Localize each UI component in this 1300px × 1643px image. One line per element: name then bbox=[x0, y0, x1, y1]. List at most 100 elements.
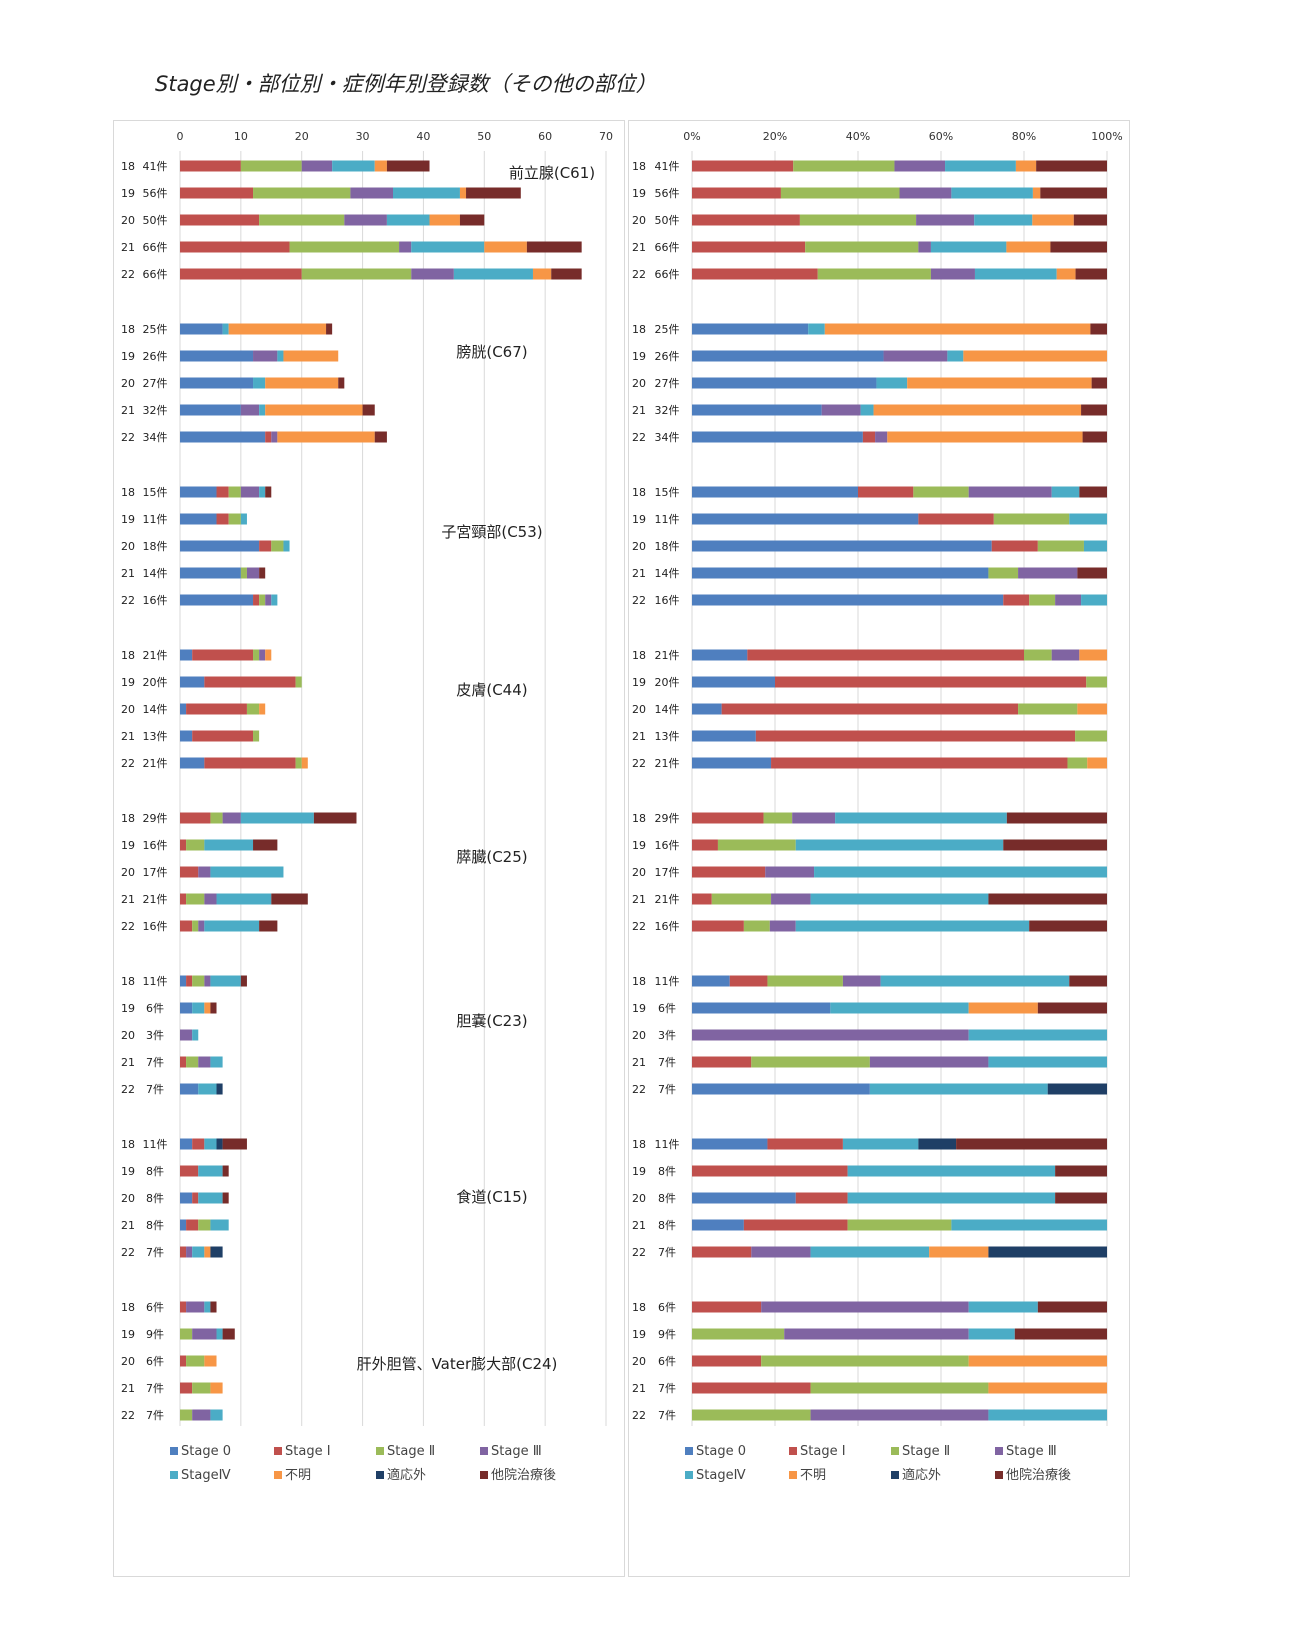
bar-segment-stage-4 bbox=[930, 241, 1007, 253]
x-tick-label: 50 bbox=[477, 130, 491, 143]
bar-segment-stage-3 bbox=[399, 241, 412, 253]
bar-segment-after-other-hospital bbox=[1037, 1002, 1107, 1014]
bar-segment-stage-2 bbox=[767, 975, 843, 987]
bar-segment-stage-0 bbox=[180, 513, 217, 525]
bar-segment-unknown bbox=[429, 214, 460, 226]
bar-segment-stage-0 bbox=[180, 567, 241, 579]
bar-segment-stage-3 bbox=[198, 920, 205, 932]
row-year-label: 21 bbox=[632, 404, 646, 417]
bar-segment-stage-2 bbox=[186, 839, 205, 851]
bar-segment-stage-4 bbox=[988, 1056, 1107, 1068]
row-count-label: 34件 bbox=[143, 431, 168, 444]
legend-label-not-applicable: 適応外 bbox=[902, 1467, 941, 1483]
bar-segment-stage-3 bbox=[344, 214, 387, 226]
row-count-label: 21件 bbox=[655, 649, 680, 662]
bar-segment-stage-3 bbox=[350, 187, 393, 199]
bar-segment-stage-1 bbox=[692, 839, 718, 851]
row-count-label: 6件 bbox=[658, 1002, 676, 1015]
bar-segment-stage-2 bbox=[799, 214, 917, 226]
row-count-label: 3件 bbox=[146, 1029, 164, 1042]
bar-segment-stage-1 bbox=[180, 187, 254, 199]
bar-segment-stage-4 bbox=[814, 866, 1107, 878]
percentage-chart: 0% 20% 40% 60% 80% 100% 18 41件 19 56件 20 50件 21 66件 22… bbox=[632, 130, 1123, 1483]
bar-segment-stage-3 bbox=[186, 1246, 193, 1258]
bar-segment-stage-1 bbox=[180, 1246, 187, 1258]
row-year-label: 22 bbox=[632, 1409, 646, 1422]
bar-segment-stage-2 bbox=[240, 567, 247, 579]
bar-segment-stage-0 bbox=[692, 323, 809, 335]
bar-segment-stage-2 bbox=[259, 214, 345, 226]
bar-segment-after-other-hospital bbox=[1003, 839, 1107, 851]
bar-segment-stage-4 bbox=[860, 404, 874, 416]
bar-segment-after-other-hospital bbox=[1082, 431, 1107, 443]
bar-segment-stage-2 bbox=[295, 676, 302, 688]
row-count-label: 7件 bbox=[658, 1083, 676, 1096]
x-tick-label: 70 bbox=[599, 130, 613, 143]
bar-segment-stage-2 bbox=[192, 920, 199, 932]
bar-segment-unknown bbox=[459, 187, 467, 199]
bar-segment-stage-1 bbox=[692, 1382, 811, 1394]
bar-segment-stage-0 bbox=[180, 1192, 193, 1204]
x-tick-label: 30 bbox=[356, 130, 370, 143]
row-year-label: 20 bbox=[121, 866, 135, 879]
x-tick-label: 60% bbox=[929, 130, 953, 143]
row-count-label: 16件 bbox=[655, 839, 680, 852]
row-year-label: 21 bbox=[632, 1219, 646, 1232]
bar-segment-stage-0 bbox=[692, 703, 722, 715]
bar-segment-stage-4 bbox=[216, 1328, 223, 1340]
row-year-label: 19 bbox=[632, 1165, 646, 1178]
bar-segment-stage-1 bbox=[192, 1138, 205, 1150]
bar-segment-stage-2 bbox=[253, 649, 260, 661]
bar-segment-stage-0 bbox=[692, 649, 748, 661]
bar-segment-stage-4 bbox=[453, 268, 533, 280]
bar-segment-stage-0 bbox=[180, 350, 254, 362]
bar-segment-stage-4 bbox=[240, 513, 247, 525]
bar-segment-stage-2 bbox=[186, 1355, 205, 1367]
bar-segment-stage-3 bbox=[246, 567, 260, 579]
bar-segment-stage-3 bbox=[1018, 567, 1078, 579]
bar-segment-stage-1 bbox=[692, 1355, 762, 1367]
row-year-label: 19 bbox=[632, 187, 646, 200]
bar-segment-stage-4 bbox=[795, 839, 1004, 851]
bar-segment-after-other-hospital bbox=[222, 1165, 229, 1177]
bar-segment-stage-1 bbox=[692, 241, 806, 253]
bar-segment-unknown bbox=[968, 1002, 1038, 1014]
bar-segment-stage-4 bbox=[198, 1165, 223, 1177]
x-tick-label: 20% bbox=[763, 130, 787, 143]
bar-segment-stage-4 bbox=[332, 160, 375, 172]
bar-segment-stage-4 bbox=[259, 486, 266, 498]
bar-segment-stage-3 bbox=[894, 160, 946, 172]
bar-segment-stage-4 bbox=[835, 812, 1007, 824]
bar-segment-stage-4 bbox=[210, 1219, 229, 1231]
row-year-label: 20 bbox=[632, 703, 646, 716]
row-count-label: 16件 bbox=[143, 920, 168, 933]
bar-segment-stage-0 bbox=[692, 1219, 744, 1231]
bar-segment-stage-0 bbox=[180, 757, 205, 769]
row-year-label: 19 bbox=[121, 1002, 135, 1015]
bar-segment-stage-3 bbox=[240, 404, 260, 416]
bar-segment-stage-3 bbox=[265, 594, 272, 606]
row-year-label: 18 bbox=[121, 975, 135, 988]
row-year-label: 22 bbox=[632, 920, 646, 933]
row-count-label: 25件 bbox=[655, 323, 680, 336]
bar-segment-stage-4 bbox=[259, 404, 266, 416]
bar-segment-stage-1 bbox=[204, 757, 296, 769]
row-count-label: 41件 bbox=[143, 160, 168, 173]
bar-segment-after-other-hospital bbox=[1029, 920, 1107, 932]
bar-segment-stage-2 bbox=[253, 730, 260, 742]
bar-segment-after-other-hospital bbox=[526, 241, 582, 253]
bar-segment-stage-1 bbox=[180, 812, 211, 824]
bar-segment-stage-3 bbox=[899, 187, 952, 199]
legend-swatch-not-applicable bbox=[891, 1471, 899, 1479]
row-year-label: 20 bbox=[632, 866, 646, 879]
bar-segment-stage-4 bbox=[880, 975, 1070, 987]
row-year-label: 19 bbox=[121, 839, 135, 852]
row-count-label: 21件 bbox=[143, 893, 168, 906]
bar-segment-stage-1 bbox=[771, 757, 1068, 769]
bar-segment-stage-3 bbox=[761, 1301, 969, 1313]
row-count-label: 8件 bbox=[658, 1165, 676, 1178]
row-count-label: 20件 bbox=[655, 676, 680, 689]
row-year-label: 18 bbox=[121, 1301, 135, 1314]
legend-label-stage-3: Stage Ⅲ bbox=[1006, 1444, 1057, 1459]
bar-segment-stage-0 bbox=[692, 567, 989, 579]
